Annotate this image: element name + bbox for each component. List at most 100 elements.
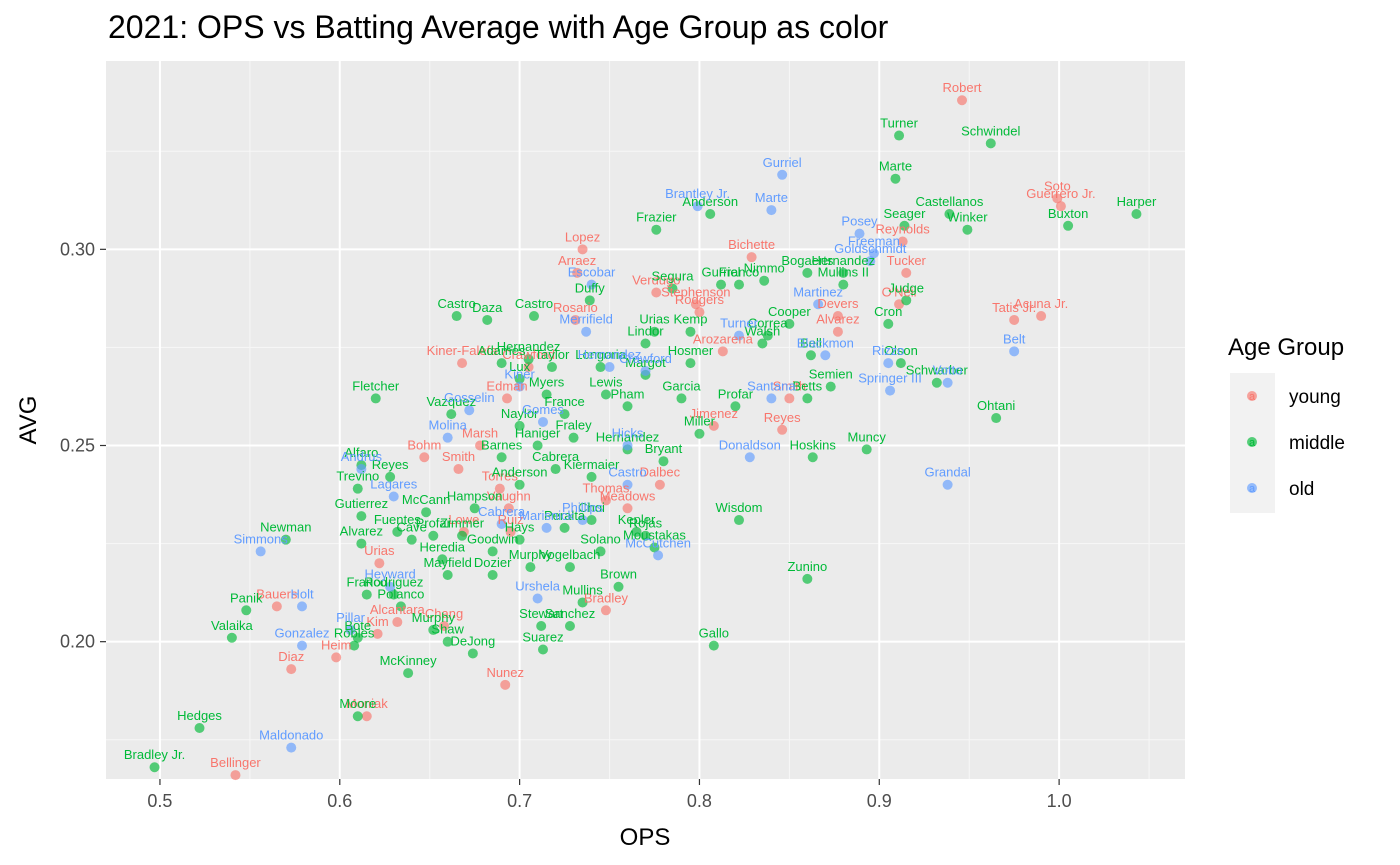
data-point-young bbox=[901, 267, 912, 278]
data-point-old bbox=[734, 330, 745, 341]
x-tick-label: 1.0 bbox=[1047, 791, 1072, 811]
data-point-middle bbox=[467, 648, 478, 659]
point-label: Profar bbox=[718, 386, 754, 401]
point-label: Murphy bbox=[509, 547, 553, 562]
point-label: Lopez bbox=[565, 229, 600, 244]
point-label: Gomes bbox=[522, 402, 564, 417]
point-label: Alcantara bbox=[370, 602, 426, 617]
point-label: Lux bbox=[509, 359, 530, 374]
data-point-middle bbox=[595, 546, 606, 557]
point-label: Marte bbox=[755, 190, 788, 205]
point-label: Wisdom bbox=[716, 500, 763, 515]
point-label: Trevino bbox=[336, 469, 379, 484]
data-point-middle bbox=[600, 389, 611, 400]
data-point-old bbox=[286, 742, 297, 753]
point-label: Crawford bbox=[619, 351, 672, 366]
legend-entries: a young a middle a old bbox=[1247, 387, 1345, 500]
point-label: Bogaerts bbox=[781, 253, 834, 268]
data-point-middle bbox=[640, 338, 651, 349]
data-point-middle bbox=[595, 362, 606, 373]
point-label: Gosselin bbox=[444, 390, 495, 405]
data-point-middle bbox=[649, 326, 660, 337]
point-label: Walsh bbox=[745, 323, 781, 338]
x-tick-label: 0.6 bbox=[327, 791, 352, 811]
data-point-young bbox=[746, 252, 757, 263]
point-label: Garcia bbox=[662, 378, 701, 393]
data-point-middle bbox=[529, 311, 540, 322]
point-label: Heim bbox=[321, 637, 351, 652]
point-label: Muncy bbox=[848, 429, 887, 444]
data-point-young bbox=[503, 503, 514, 514]
data-point-old bbox=[586, 279, 597, 290]
point-label: Peralta bbox=[544, 508, 586, 523]
data-point-middle bbox=[802, 573, 813, 584]
data-point-old bbox=[813, 299, 824, 310]
data-point-middle bbox=[428, 624, 439, 635]
data-point-old bbox=[885, 385, 896, 396]
point-label: Reyes bbox=[372, 457, 409, 472]
point-label: Cabrera bbox=[478, 504, 526, 519]
data-point-middle bbox=[370, 393, 381, 404]
point-label: Buxton bbox=[1048, 206, 1088, 221]
data-point-young bbox=[717, 346, 728, 357]
point-label: Lowe bbox=[448, 512, 479, 527]
data-point-young bbox=[502, 393, 513, 404]
data-point-young bbox=[475, 440, 486, 451]
data-point-middle bbox=[514, 534, 525, 545]
point-label: Springer III bbox=[858, 371, 922, 386]
point-label: Escobar bbox=[568, 265, 616, 280]
point-label: Cron bbox=[874, 304, 902, 319]
legend: Age Group a young a middle a old bbox=[1228, 334, 1345, 513]
point-label: Kiner-Falefa bbox=[427, 343, 499, 358]
point-label: Bellinger bbox=[210, 755, 261, 770]
data-point-middle bbox=[1131, 209, 1142, 220]
point-label: Vogelbach bbox=[540, 547, 601, 562]
point-label: Frazier bbox=[636, 210, 677, 225]
point-label: Olson bbox=[884, 343, 918, 358]
point-label: Reynolds bbox=[876, 221, 931, 236]
data-point-middle bbox=[901, 295, 912, 306]
point-label: Dalbec bbox=[640, 465, 681, 480]
data-point-middle bbox=[421, 507, 432, 518]
point-label: Vaughn bbox=[487, 488, 531, 503]
data-point-middle bbox=[685, 358, 696, 369]
point-label: Kiermaier bbox=[564, 457, 620, 472]
data-point-middle bbox=[428, 530, 439, 541]
point-label: Nimmo bbox=[744, 261, 785, 276]
point-label: Solano bbox=[580, 531, 620, 546]
data-point-middle bbox=[564, 620, 575, 631]
data-point-middle bbox=[694, 428, 705, 439]
point-label: Rodgers bbox=[675, 292, 725, 307]
data-point-middle bbox=[226, 632, 237, 643]
point-label: Naylor bbox=[501, 406, 539, 421]
data-point-middle bbox=[482, 314, 493, 325]
point-label: Kepler bbox=[618, 512, 656, 527]
data-point-middle bbox=[894, 130, 905, 141]
point-label: Hedges bbox=[177, 708, 222, 723]
point-label: Castellanos bbox=[915, 194, 983, 209]
data-point-middle bbox=[899, 220, 910, 231]
data-point-young bbox=[600, 605, 611, 616]
data-point-young bbox=[694, 307, 705, 318]
y-tick-label: 0.25 bbox=[60, 436, 95, 456]
point-label: Kim bbox=[366, 614, 388, 629]
point-label: Winker bbox=[947, 210, 988, 225]
data-point-old bbox=[297, 640, 308, 651]
point-label: Lewis bbox=[589, 374, 623, 389]
major-gridlines bbox=[106, 61, 1185, 779]
data-point-middle bbox=[546, 362, 557, 373]
data-point-middle bbox=[757, 338, 768, 349]
data-point-young bbox=[600, 495, 611, 506]
data-point-middle bbox=[395, 601, 406, 612]
data-point-old bbox=[865, 256, 876, 267]
data-point-middle bbox=[890, 173, 901, 184]
point-label: Miller bbox=[684, 414, 716, 429]
point-label: Brantley Jr. bbox=[665, 186, 730, 201]
point-label: Crawford bbox=[502, 347, 555, 362]
point-label: Stewart bbox=[519, 606, 563, 621]
data-point-middle bbox=[559, 522, 570, 533]
data-point-middle bbox=[514, 420, 525, 431]
data-point-young bbox=[372, 628, 383, 639]
point-label: Haniger bbox=[515, 426, 561, 441]
